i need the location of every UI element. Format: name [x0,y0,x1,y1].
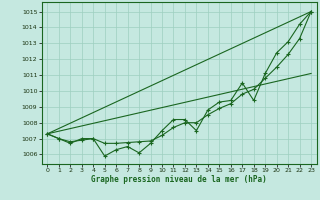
X-axis label: Graphe pression niveau de la mer (hPa): Graphe pression niveau de la mer (hPa) [91,175,267,184]
